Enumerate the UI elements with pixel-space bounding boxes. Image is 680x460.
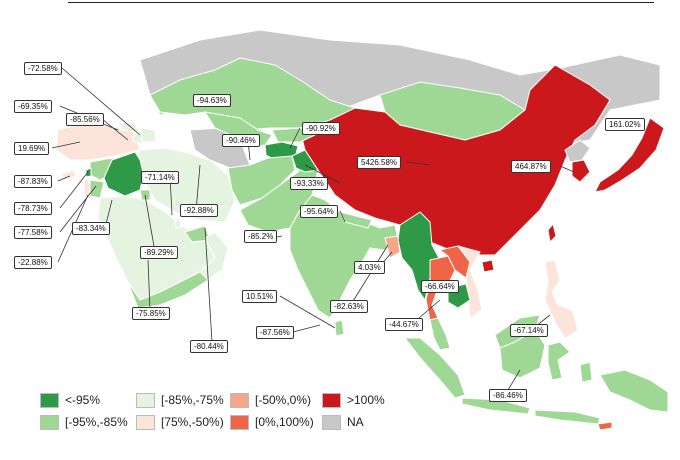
region-philippines (544, 259, 579, 339)
value-label: 4.03% (354, 261, 385, 274)
value-label: -85.2% (244, 230, 278, 243)
region-south-korea (571, 159, 591, 183)
value-label: -71.14% (141, 171, 179, 184)
value-label: -69.35% (14, 100, 52, 113)
region-jordan (89, 179, 105, 199)
region-kashmir (291, 149, 319, 173)
top-rule (68, 2, 654, 3)
region-vietnam (457, 245, 483, 319)
value-label: -95.64% (300, 205, 338, 218)
region-georgia (117, 121, 141, 133)
legend-swatch (322, 393, 341, 409)
legend-item: [-50%,0%) (230, 392, 312, 409)
value-label: 464.87% (511, 160, 551, 173)
legend-item: >100% (322, 392, 385, 409)
value-label: -94.63% (193, 94, 231, 107)
region-sulawesi (547, 341, 571, 381)
legend-swatch (322, 415, 341, 431)
value-label: -77.58% (14, 226, 52, 239)
legend-label: [-95%,-85% (65, 415, 128, 429)
region-qatar (174, 217, 182, 229)
value-label: -78.73% (14, 202, 52, 215)
region-afghanistan (227, 155, 296, 206)
legend-label: >100% (347, 393, 385, 407)
region-moluccas (579, 361, 593, 383)
legend-item: NA (322, 414, 364, 431)
region-bangladesh (384, 235, 401, 259)
legend-label: <-95% (65, 393, 101, 407)
value-label: -92.88% (180, 204, 218, 217)
region-lebanon (85, 167, 92, 178)
region-malaysia (429, 317, 451, 351)
value-label: -86.46% (489, 389, 527, 402)
value-label: -89.29% (140, 246, 178, 259)
legend-label: [-85%,-75% (161, 393, 224, 407)
legend-item: [0%,100%) (230, 414, 314, 431)
value-label: -90.92% (302, 122, 340, 135)
region-azerbaijan (141, 127, 157, 143)
value-label: -66.64% (421, 280, 459, 293)
value-label: -83.34% (72, 222, 110, 235)
value-label: -80.44% (190, 340, 228, 353)
value-label: -87.56% (256, 326, 294, 339)
map-legend: <-95% [-95%,-85% [-85%,-75% [75%,-50%) [… (40, 392, 420, 432)
value-label: 161.02% (605, 118, 645, 131)
value-label: -67.14% (510, 324, 548, 337)
region-sri-lanka (334, 319, 345, 337)
legend-item: [75%,-50%) (136, 414, 224, 431)
legend-swatch (40, 415, 59, 431)
region-iran (137, 147, 236, 223)
region-lesser-sunda (534, 409, 601, 425)
legend-swatch (230, 393, 249, 409)
value-label: -82.63% (330, 300, 368, 313)
region-oman (199, 231, 229, 281)
legend-item: [-85%,-75% (136, 392, 224, 409)
value-label: -22.88% (14, 256, 52, 269)
value-label: 5426.58% (357, 156, 402, 169)
value-label: -87.83% (14, 175, 52, 188)
region-sumatra (404, 337, 466, 399)
value-label: -93.33% (290, 177, 328, 190)
legend-label: NA (347, 415, 364, 429)
legend-item: <-95% (40, 392, 101, 409)
value-label: 19.69% (14, 142, 50, 155)
value-label: -90.46% (222, 134, 260, 147)
legend-swatch (136, 393, 155, 409)
value-label: -75.85% (132, 307, 170, 320)
value-label: -72.58% (24, 62, 62, 75)
region-taiwan (547, 223, 557, 243)
region-timor (597, 421, 613, 431)
region-hainan (481, 259, 495, 273)
region-yemen (127, 271, 209, 309)
legend-swatch (40, 393, 59, 409)
value-label: -85.56% (66, 113, 104, 126)
legend-swatch (136, 415, 155, 431)
region-borneo-id (499, 329, 546, 379)
legend-swatch (230, 415, 249, 431)
legend-label: [-50%,0%) (255, 393, 312, 407)
region-papua (599, 369, 669, 413)
region-japan (594, 117, 665, 193)
legend-item: [-95%,-85% (40, 414, 128, 431)
legend-label: [75%,-50%) (161, 415, 224, 429)
region-iraq (103, 151, 146, 197)
region-north-korea (564, 139, 591, 163)
value-label: -44.67% (385, 318, 423, 331)
legend-label: [0%,100%) (255, 415, 314, 429)
value-label: 10.51% (242, 290, 278, 303)
